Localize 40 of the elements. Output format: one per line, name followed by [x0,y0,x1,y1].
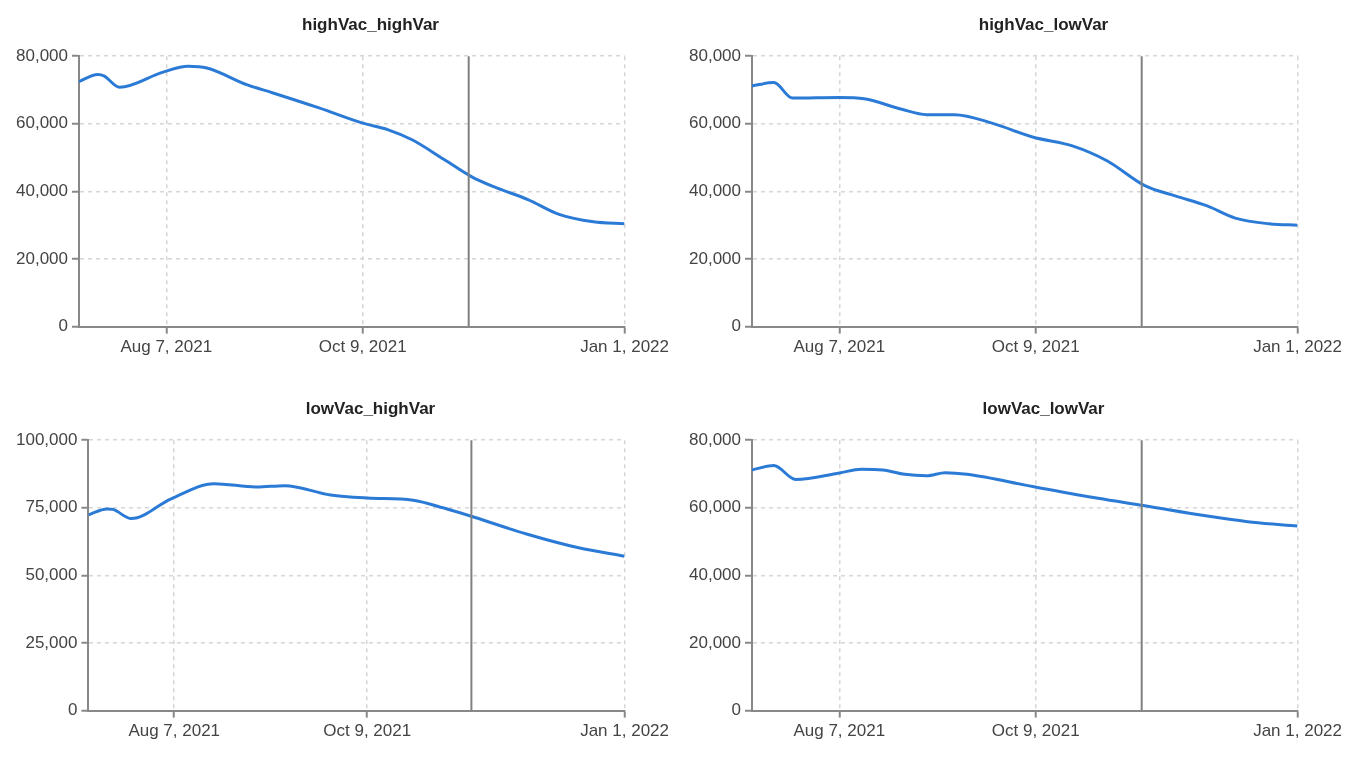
x-tick-label: Oct 9, 2021 [318,337,407,357]
y-tick-label: 60,000 [689,113,741,133]
y-tick-label: 80,000 [689,429,741,449]
chart-title: highVac_lowVar [977,14,1110,36]
line-series [79,64,625,226]
y-tick-label: 50,000 [25,565,78,585]
x-tick-label: Aug 7, 2021 [793,721,886,741]
y-tick-label: 40,000 [689,565,741,585]
x-tick-label: Oct 9, 2021 [991,721,1080,741]
y-tick-label: 20,000 [16,248,68,268]
y-tick-label: 40,000 [16,181,68,201]
y-tick-label: 20,000 [689,632,741,652]
y-tick-label: 75,000 [25,497,78,517]
x-tick-label: Jan 1, 2022 [1253,337,1342,357]
x-tick-label: Oct 9, 2021 [991,337,1080,357]
y-tick-label: 25,000 [25,632,78,652]
y-tick-label: 0 [731,316,741,336]
x-tick-label: Oct 9, 2021 [323,721,412,741]
y-tick-label: 80,000 [689,45,741,65]
x-tick-label: Aug 7, 2021 [120,337,213,357]
y-tick-label: 80,000 [16,45,68,65]
x-tick-label: Jan 1, 2022 [580,337,669,357]
chart-title: lowVac_highVar [304,398,437,420]
line-series [88,482,625,558]
y-tick-label: 0 [58,316,68,336]
chart-title: highVac_highVar [301,14,440,36]
x-tick-label: Aug 7, 2021 [793,337,886,357]
chart-title: lowVac_lowVar [981,398,1106,420]
x-tick-label: Jan 1, 2022 [1253,721,1342,741]
line-series [752,81,1298,227]
y-tick-label: 60,000 [16,113,68,133]
y-tick-label: 40,000 [689,181,741,201]
y-tick-label: 0 [67,700,78,720]
y-tick-label: 60,000 [689,497,741,517]
y-tick-label: 100,000 [16,429,78,449]
x-tick-label: Jan 1, 2022 [580,721,669,741]
line-series [752,464,1298,528]
y-tick-label: 20,000 [689,248,741,268]
x-tick-label: Aug 7, 2021 [128,721,221,741]
y-tick-label: 0 [731,700,741,720]
